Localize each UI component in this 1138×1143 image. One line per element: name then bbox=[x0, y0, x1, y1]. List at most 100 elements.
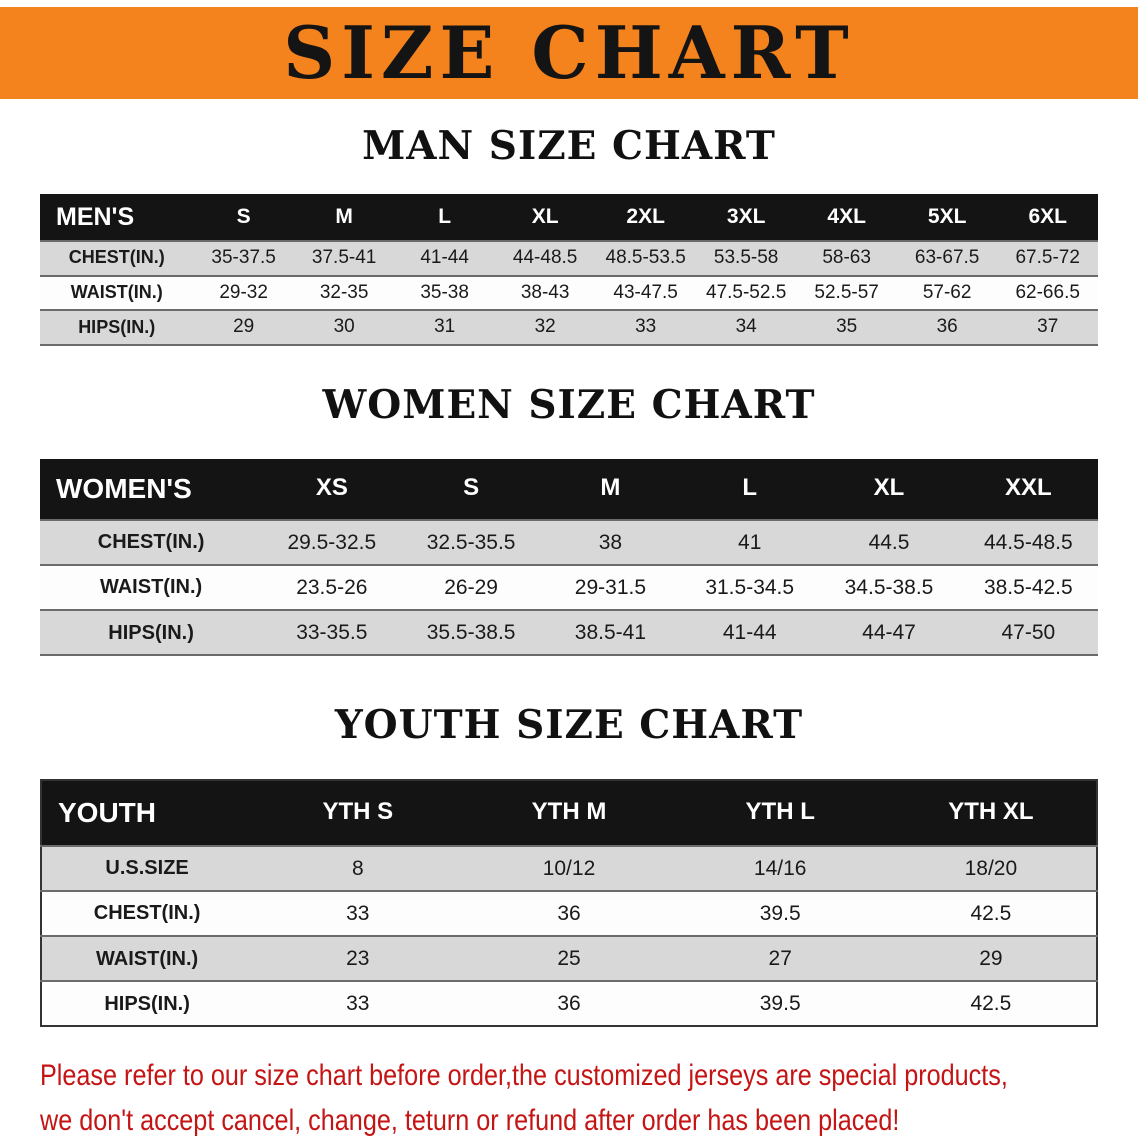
table-header-row: YOUTH YTH S YTH M YTH L YTH XL bbox=[41, 779, 1097, 846]
size-value: 18/20 bbox=[964, 856, 1018, 880]
size-value: 41-44 bbox=[420, 246, 469, 268]
men-size-table: MEN'S S M L XL 2XL 3XL 4XL 5XL 6XL CHEST(IN.) 35-37… bbox=[40, 193, 1098, 347]
size-value: 26-29 bbox=[444, 575, 498, 599]
size-value: 44-48.5 bbox=[512, 246, 578, 268]
size-value: 29-31.5 bbox=[574, 575, 647, 599]
size-value: 29-32 bbox=[219, 281, 268, 303]
size-table-grid: WOMEN'S XS S M L XL XXL CHEST(IN.) 29.5-32.5 32.5… bbox=[40, 458, 1098, 657]
size-value: 14/16 bbox=[753, 856, 807, 880]
size-column-header: YTH XL bbox=[885, 779, 1097, 846]
measurement-label: HIPS(IN.) bbox=[78, 316, 156, 337]
size-chart-banner: SIZE CHART bbox=[0, 7, 1138, 99]
size-value: 63-67.5 bbox=[914, 246, 980, 268]
size-value: 33-35.5 bbox=[296, 620, 368, 644]
table-header-row: WOMEN'S XS S M L XL XXL bbox=[40, 458, 1098, 520]
size-column-header: 6XL bbox=[997, 193, 1098, 241]
size-value: 31 bbox=[434, 316, 456, 338]
size-column-header: XL bbox=[494, 193, 596, 241]
size-value: 53.5-58 bbox=[713, 246, 779, 268]
size-value: 32.5-35.5 bbox=[426, 530, 516, 554]
measurement-label: WAIST(IN.) bbox=[95, 947, 199, 970]
measurement-label: CHEST(IN.) bbox=[68, 247, 165, 268]
size-value: 67.5-72 bbox=[1015, 246, 1080, 268]
measurement-row: CHEST(IN.) 35-37.5 37.5-41 41-44 44-48.5 48.5… bbox=[40, 240, 1098, 276]
size-value: 36 bbox=[557, 992, 581, 1016]
footer-note-line2: we don't accept cancel, change, teturn o… bbox=[40, 1104, 900, 1138]
size-value: 44-47 bbox=[862, 620, 916, 644]
measurement-row: HIPS(IN.) 33 36 39.5 42.5 bbox=[41, 981, 1097, 1027]
size-value: 23.5-26 bbox=[296, 575, 368, 599]
size-value: 48.5-53.5 bbox=[605, 246, 686, 268]
size-value: 37 bbox=[1037, 316, 1059, 338]
table-group-label: WOMEN'S bbox=[40, 458, 263, 520]
size-column-header: M bbox=[293, 193, 395, 241]
size-value: 44.5-48.5 bbox=[983, 530, 1073, 554]
measurement-label: U.S.SIZE bbox=[105, 857, 189, 880]
women-section-heading: WOMEN SIZE CHART bbox=[322, 382, 816, 429]
size-value: 33 bbox=[346, 992, 370, 1016]
size-value: 39.5 bbox=[759, 992, 801, 1016]
size-value: 35.5-38.5 bbox=[426, 620, 516, 644]
measurement-label: CHEST(IN.) bbox=[97, 531, 205, 554]
men-section-heading: MAN SIZE CHART bbox=[362, 123, 776, 169]
size-value: 34 bbox=[735, 316, 757, 338]
youth-section-heading: YOUTH SIZE CHART bbox=[334, 702, 804, 749]
size-value: 57-62 bbox=[922, 281, 972, 303]
size-value: 25 bbox=[557, 946, 581, 970]
measurement-row: U.S.SIZE 8 10/12 14/16 18/20 bbox=[41, 845, 1097, 891]
measurement-row: CHEST(IN.) 29.5-32.5 32.5-35.5 38 41 44.5 44.5… bbox=[40, 519, 1098, 565]
measurement-row: CHEST(IN.) 33 36 39.5 42.5 bbox=[41, 890, 1097, 936]
size-column-header: 2XL bbox=[595, 193, 696, 241]
size-value: 35-37.5 bbox=[211, 246, 276, 268]
size-column-header: 5XL bbox=[896, 193, 998, 241]
size-value: 34.5-38.5 bbox=[844, 575, 934, 599]
size-value: 47.5-52.5 bbox=[706, 281, 787, 303]
size-value: 33 bbox=[635, 316, 657, 338]
men-size-section: MAN SIZE CHART MEN'S S M L XL 2XL 3XL 4XL 5XL 6XL… bbox=[0, 123, 1138, 347]
size-value: 32-35 bbox=[319, 281, 369, 303]
size-value: 42.5 bbox=[970, 901, 1012, 925]
size-column-header: 4XL bbox=[796, 193, 897, 241]
table-group-label: MEN'S bbox=[40, 193, 194, 241]
size-value: 58-63 bbox=[822, 246, 871, 268]
size-column-header: S bbox=[401, 458, 541, 520]
size-value: 27 bbox=[768, 946, 792, 970]
measurement-label: CHEST(IN.) bbox=[93, 902, 201, 925]
table-header-row: MEN'S S M L XL 2XL 3XL 4XL 5XL 6XL bbox=[40, 193, 1098, 241]
size-value: 38.5-41 bbox=[574, 620, 647, 644]
size-value: 32 bbox=[534, 316, 556, 338]
size-value: 42.5 bbox=[970, 992, 1012, 1016]
size-table-grid: YOUTH YTH S YTH M YTH L YTH XL U.S.SIZE 8 10/12… bbox=[40, 778, 1098, 1028]
measurement-label: WAIST(IN.) bbox=[99, 576, 203, 599]
size-column-header: L bbox=[394, 193, 495, 241]
size-column-header: XL bbox=[819, 458, 959, 520]
footer-note: Please refer to our size chart before or… bbox=[40, 1053, 1138, 1143]
banner-title: SIZE CHART bbox=[283, 10, 855, 95]
measurement-label: HIPS(IN.) bbox=[108, 621, 194, 644]
measurement-row: WAIST(IN.) 23 25 27 29 bbox=[41, 935, 1097, 982]
size-value: 29.5-32.5 bbox=[287, 530, 377, 554]
size-column-header: XXL bbox=[958, 458, 1098, 520]
measurement-row: WAIST(IN.) 29-32 32-35 35-38 38-43 43-47.5 47.… bbox=[40, 275, 1098, 311]
size-value: 43-47.5 bbox=[613, 281, 678, 303]
size-value: 38 bbox=[598, 530, 623, 554]
size-value: 37.5-41 bbox=[311, 246, 377, 268]
size-value: 33 bbox=[346, 901, 370, 925]
size-column-header: XS bbox=[262, 458, 402, 520]
youth-size-table: YOUTH YTH S YTH M YTH L YTH XL U.S.SIZE 8 10/12… bbox=[40, 778, 1098, 1028]
size-value: 36 bbox=[936, 316, 958, 338]
size-value: 41-44 bbox=[722, 620, 777, 644]
size-value: 29 bbox=[233, 316, 255, 338]
size-value: 62-66.5 bbox=[1015, 281, 1080, 303]
size-value: 36 bbox=[557, 901, 581, 925]
size-value: 10/12 bbox=[542, 856, 596, 880]
measurement-row: WAIST(IN.) 23.5-26 26-29 29-31.5 31.5-34.5 34… bbox=[40, 564, 1098, 610]
footer-note-line1: Please refer to our size chart before or… bbox=[40, 1059, 1008, 1093]
size-value: 29 bbox=[979, 946, 1003, 970]
size-column-header: YTH S bbox=[252, 779, 464, 846]
size-value: 44.5 bbox=[868, 530, 910, 554]
size-value: 41 bbox=[738, 530, 762, 554]
size-value: 52.5-57 bbox=[814, 281, 879, 303]
women-size-table: WOMEN'S XS S M L XL XXL CHEST(IN.) 29.5-32.5 32.5… bbox=[40, 458, 1098, 657]
measurement-label: HIPS(IN.) bbox=[104, 992, 190, 1015]
